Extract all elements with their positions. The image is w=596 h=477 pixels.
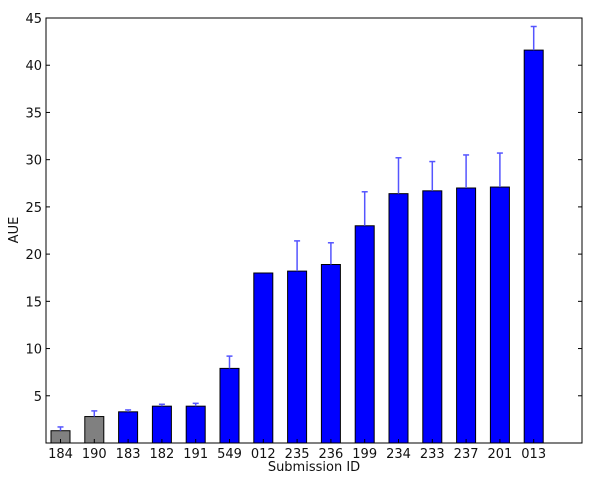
x-tick-label-182: 182 xyxy=(149,447,174,462)
x-tick-label-183: 183 xyxy=(116,447,141,462)
x-axis-title: Submission ID xyxy=(268,460,360,475)
bars-group xyxy=(50,49,544,444)
x-tick-label-199: 199 xyxy=(352,447,377,462)
y-tick-label-15: 15 xyxy=(25,295,42,310)
bar-182 xyxy=(151,405,172,444)
y-tick-label-35: 35 xyxy=(25,106,42,121)
bar-233 xyxy=(422,190,443,444)
y-tick-label-20: 20 xyxy=(25,248,42,263)
bar-012 xyxy=(253,272,274,444)
x-tick-label-184: 184 xyxy=(48,447,73,462)
bar-013 xyxy=(523,49,544,444)
x-tick-label-190: 190 xyxy=(82,447,107,462)
x-tick-label-549: 549 xyxy=(217,447,242,462)
bar-237 xyxy=(456,187,477,444)
x-tick-label-201: 201 xyxy=(487,447,512,462)
bar-183 xyxy=(118,411,139,444)
bar-549 xyxy=(219,367,240,444)
x-tick-label-237: 237 xyxy=(454,447,479,462)
x-tick-label-012: 012 xyxy=(251,447,276,462)
bar-235 xyxy=(287,270,308,444)
x-tick-label-234: 234 xyxy=(386,447,411,462)
bar-236 xyxy=(320,264,341,444)
y-axis-title: AUE xyxy=(7,217,22,244)
x-tick-label-236: 236 xyxy=(318,447,343,462)
y-tick-label-30: 30 xyxy=(25,154,42,169)
error-bars-group xyxy=(57,25,537,431)
bar-234 xyxy=(388,193,409,444)
y-tick-label-25: 25 xyxy=(25,201,42,216)
y-tick-label-40: 40 xyxy=(25,59,42,74)
bar-199 xyxy=(354,225,375,444)
x-tick-label-235: 235 xyxy=(285,447,310,462)
y-tick-label-5: 5 xyxy=(34,390,42,405)
y-tick-label-10: 10 xyxy=(25,343,42,358)
x-tick-label-013: 013 xyxy=(521,447,546,462)
bar-201 xyxy=(489,186,510,444)
bar-191 xyxy=(185,405,206,444)
x-tick-label-233: 233 xyxy=(420,447,445,462)
x-axis-ticks: 184 190 183 182 191 549 012 235 236 199 234 233 237 2… xyxy=(48,439,546,462)
y-axis-ticks: 5 10 15 20 25 30 35 40 45 xyxy=(25,12,582,444)
x-tick-label-191: 191 xyxy=(183,447,208,462)
y-tick-label-45: 45 xyxy=(25,12,42,27)
